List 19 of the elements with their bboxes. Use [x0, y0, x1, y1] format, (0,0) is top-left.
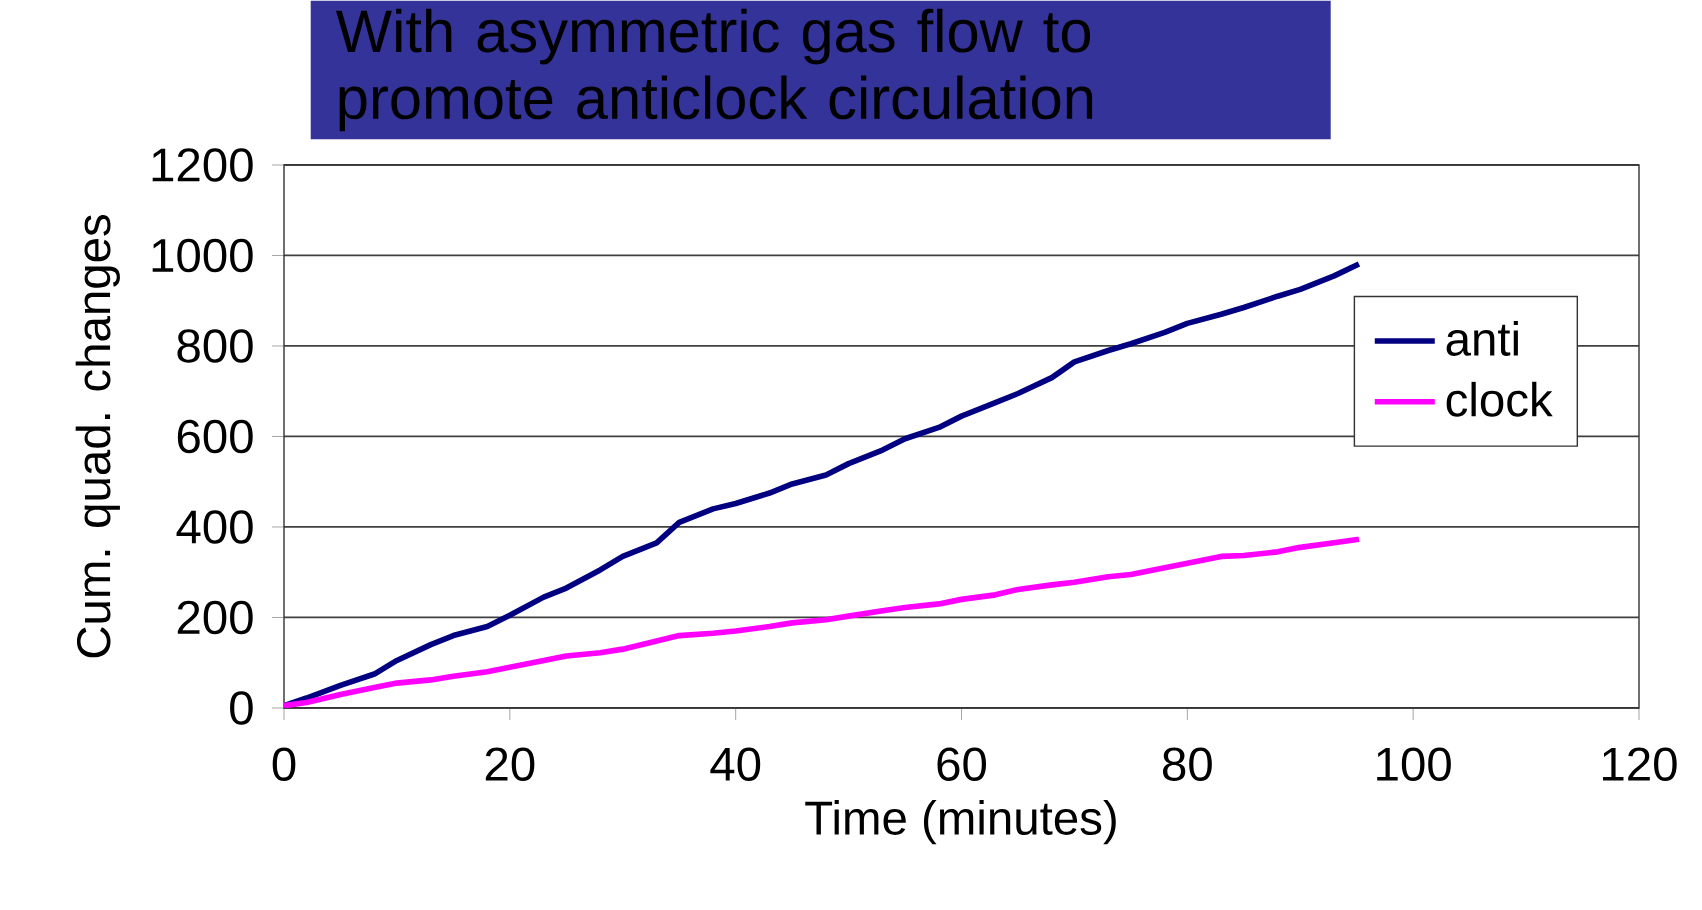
x-axis-title: Time (minutes): [805, 800, 1116, 845]
x-tick-label: 20: [485, 747, 535, 781]
chart-title: With asymmetric gas flow to promote anticlock circulation: [335, 8, 1093, 132]
y-tick-label: 600: [177, 419, 253, 454]
y-tick-label: 1200: [152, 148, 253, 182]
y-tick-label: 200: [177, 600, 253, 635]
x-tick-label: 60: [937, 747, 987, 781]
legend-label: anti: [1446, 321, 1518, 356]
x-tick-label: 0: [272, 747, 296, 781]
legend-label: clock: [1446, 381, 1553, 417]
y-tick-label: 800: [177, 329, 253, 363]
y-tick-label: 0: [230, 691, 253, 725]
x-tick-label: 80: [1162, 747, 1212, 781]
y-tick-label: 1000: [152, 238, 253, 273]
x-tick-label: 100: [1377, 747, 1451, 781]
y-axis-title: Cum. quad. changes: [75, 215, 120, 658]
y-tick-label: 400: [176, 510, 253, 544]
x-tick-label: 40: [710, 747, 761, 781]
x-tick-label: 120: [1603, 747, 1677, 781]
